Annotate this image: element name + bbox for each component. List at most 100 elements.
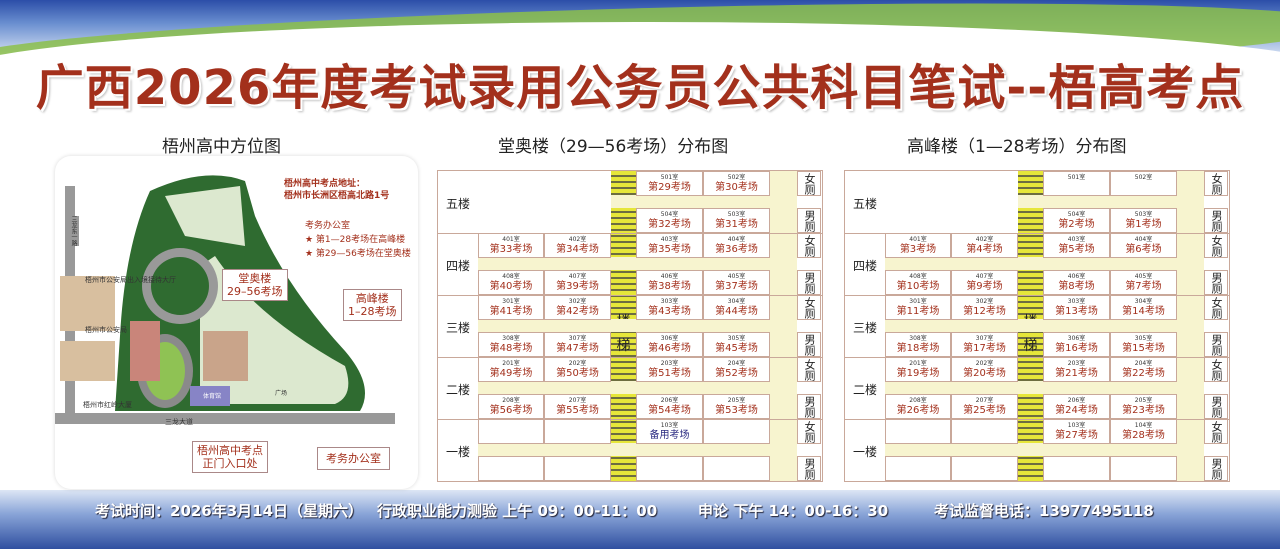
exam-room (885, 456, 951, 481)
exam-room-name: 第32考场 (648, 219, 691, 230)
mens-restroom: 男厕 (1204, 456, 1228, 481)
exam-room: 408室 第10考场 (885, 270, 951, 295)
exam-room: 501室 (1043, 171, 1110, 196)
exam-room-name: 第33考场 (489, 244, 533, 255)
exam-room-name: 第47考场 (556, 343, 599, 354)
place-gym: 体育馆 (203, 393, 222, 400)
room-number: 204室 (727, 360, 746, 367)
callout-gate: 梧州高中考点 正门入口处 (192, 441, 268, 473)
exam-room: 404室 第36考场 (703, 233, 770, 258)
room-number: 401室 (909, 236, 927, 243)
exam-room: 402室 第34考场 (544, 233, 611, 258)
room-number: 402室 (568, 236, 587, 243)
room-number: 403室 (1067, 236, 1086, 243)
room-number: 502室 (1134, 174, 1153, 181)
womens-restroom: 女厕 (797, 295, 821, 320)
mens-restroom: 男厕 (797, 394, 821, 419)
mens-restroom: 男厕 (1204, 208, 1228, 233)
exam-room: 503室 第1考场 (1110, 208, 1177, 233)
exam-room: 408室 第40考场 (478, 270, 544, 295)
exam-room-name: 第35考场 (648, 244, 691, 255)
room-number: 103室 (660, 422, 679, 429)
exam-room: 502室 (1110, 171, 1177, 196)
exam-room: 208室 第56考场 (478, 394, 544, 419)
exam-room-name: 第40考场 (489, 281, 533, 292)
room-number: 201室 (909, 360, 927, 367)
exam-room: 406室 第8考场 (1043, 270, 1110, 295)
exam-room: 206室 第24考场 (1043, 394, 1110, 419)
exam-room: 208室 第26考场 (885, 394, 951, 419)
room-number: 208室 (502, 397, 520, 404)
room-number: 207室 (568, 397, 587, 404)
exam-room-name: 第42考场 (556, 306, 599, 317)
corridor (478, 257, 797, 270)
exam-room-name: 第20考场 (963, 368, 1006, 379)
exam-room: 201室 第19考场 (885, 357, 951, 382)
exam-room-name: 第11考场 (896, 306, 940, 317)
floor-label: 四楼 (853, 259, 878, 273)
exam-room-name: 第19考场 (896, 368, 940, 379)
exam-room: 501室 第29考场 (636, 171, 703, 196)
exam-room: 504室 第2考场 (1043, 208, 1110, 233)
exam-room (1110, 456, 1177, 481)
exam-room: 401室 第33考场 (478, 233, 544, 258)
exam-room: 207室 第25考场 (951, 394, 1018, 419)
exam-room-name: 第39考场 (556, 281, 599, 292)
corridor (885, 381, 1204, 394)
room-number: 501室 (1067, 174, 1086, 181)
room-number: 308室 (502, 335, 520, 342)
exam-room-name: 第41考场 (489, 306, 533, 317)
tangao-heading: 堂奥楼（29—56考场）分布图 (498, 137, 729, 157)
exam-room: 205室 第53考场 (703, 394, 770, 419)
exam-room-name: 第30考场 (715, 182, 758, 193)
womens-restroom: 女厕 (797, 357, 821, 382)
floor-divider (845, 357, 1229, 358)
room-number: 203室 (660, 360, 679, 367)
room-number: 207室 (975, 397, 994, 404)
floor-label: 一楼 (446, 445, 471, 459)
room-number: 407室 (568, 273, 587, 280)
room-number: 104室 (1134, 422, 1153, 429)
exam-room: 302室 第12考场 (951, 295, 1018, 320)
exam-room: 204室 第22考场 (1110, 357, 1177, 382)
floor-divider (845, 233, 1229, 234)
room-number: 303室 (660, 298, 679, 305)
subject-shenlun: 申论 下午 14：00-16：30 (698, 502, 889, 520)
exam-room-name: 第21考场 (1055, 368, 1098, 379)
room-number: 307室 (568, 335, 587, 342)
exam-room: 407室 第9考场 (951, 270, 1018, 295)
campus-map-drawing (55, 175, 395, 424)
exam-room: 205室 第23考场 (1110, 394, 1177, 419)
womens-restroom: 女厕 (797, 233, 821, 258)
mens-restroom: 男厕 (797, 456, 821, 481)
womens-restroom: 女厕 (797, 171, 821, 196)
exam-room-name: 第29考场 (648, 182, 691, 193)
exam-room: 305室 第15考场 (1110, 332, 1177, 357)
room-number: 304室 (727, 298, 746, 305)
room-number: 504室 (1067, 211, 1086, 218)
room-number: 408室 (909, 273, 927, 280)
place-police: 梧州市公安局 (85, 326, 127, 334)
exam-room (544, 456, 611, 481)
room-number: 203室 (1067, 360, 1086, 367)
exam-room-name: 第56考场 (489, 405, 533, 416)
room-number: 208室 (909, 397, 927, 404)
room-number: 205室 (1134, 397, 1153, 404)
corridor (885, 257, 1204, 270)
exam-room (636, 456, 703, 481)
exam-room-name: 第34考场 (556, 244, 599, 255)
exam-room-name: 第18考场 (896, 343, 940, 354)
exam-room-name: 第37考场 (715, 281, 758, 292)
exam-room: 403室 第35考场 (636, 233, 703, 258)
tangao-floor-plan: 楼梯五楼501室第29考场502室第30考场女厕504室第32考场503室第31… (437, 170, 823, 482)
exam-room-name: 第52考场 (715, 368, 758, 379)
exam-room: 308室 第18考场 (885, 332, 951, 357)
exam-room (1043, 456, 1110, 481)
place-hongling: 梧州市红岭大厦 (83, 401, 132, 409)
exam-room-name: 第31考场 (715, 219, 758, 230)
exam-room: 301室 第41考场 (478, 295, 544, 320)
map-heading: 梧州高中方位图 (162, 137, 281, 157)
room-number: 201室 (502, 360, 520, 367)
exam-room-name: 第2考场 (1058, 219, 1095, 230)
floor-label: 二楼 (853, 383, 878, 397)
